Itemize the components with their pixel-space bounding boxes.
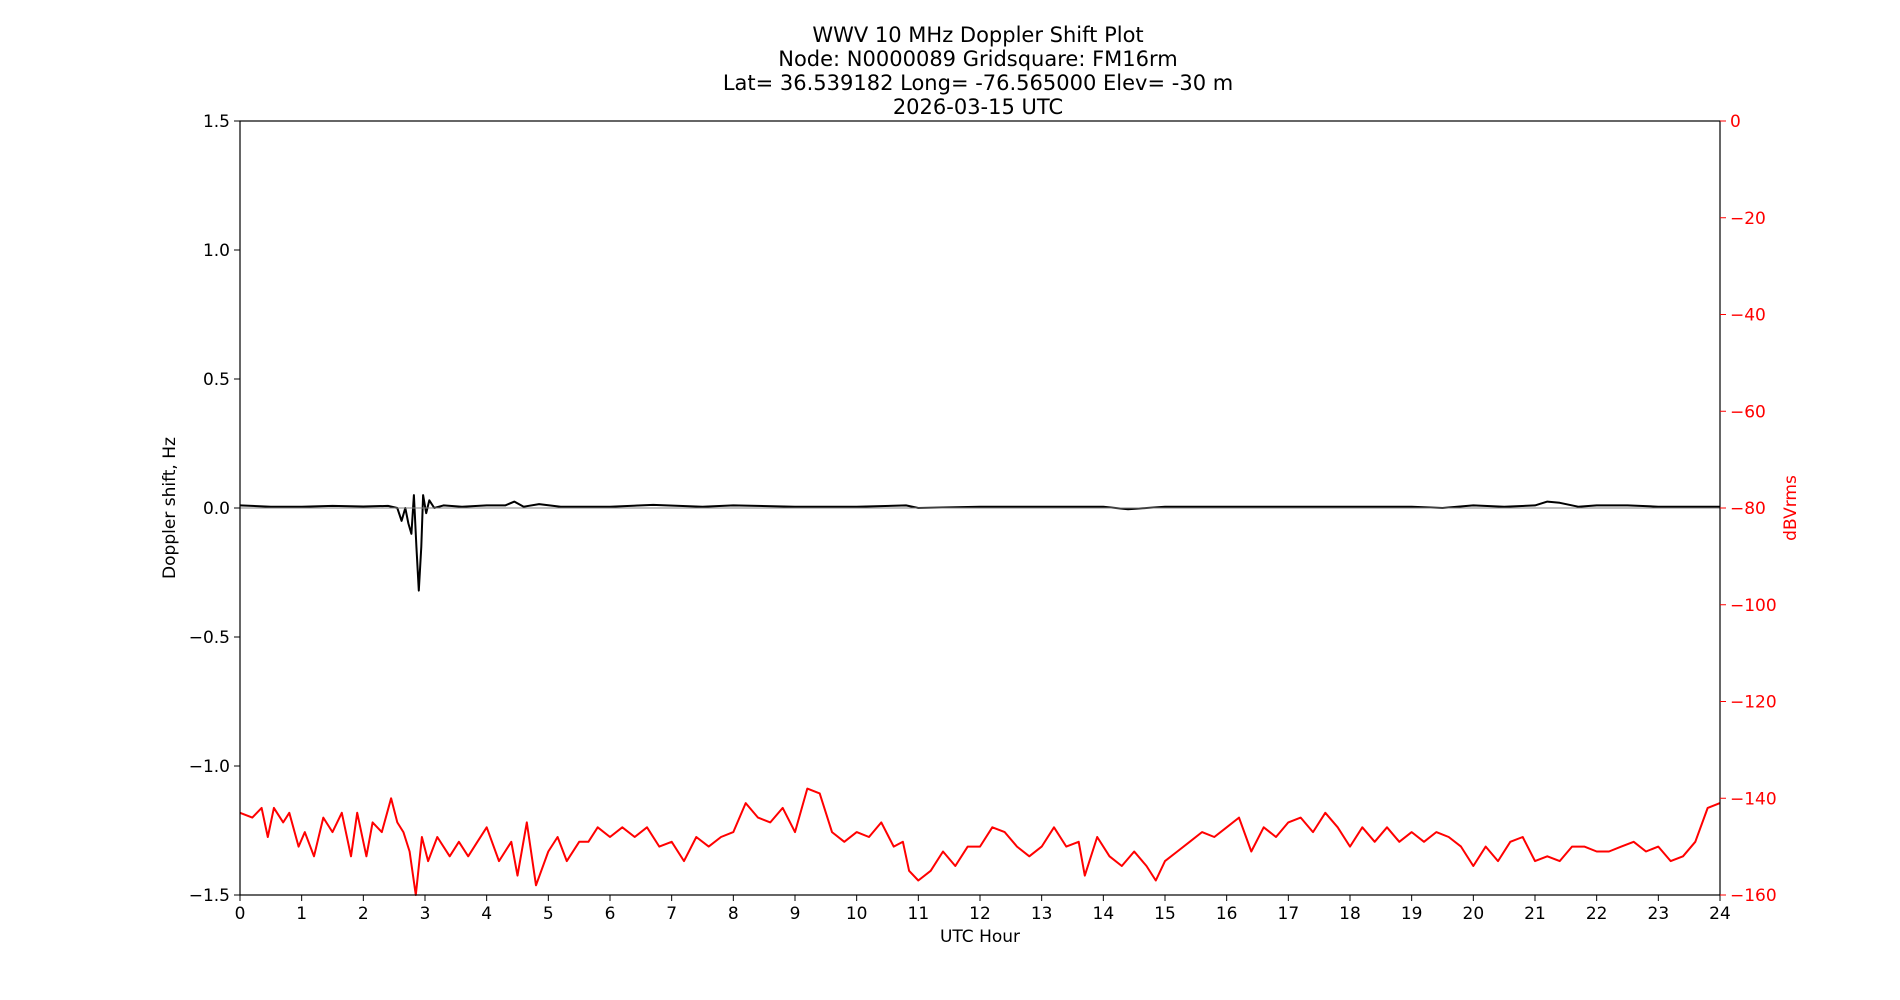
- x-tick-label: 2: [358, 904, 369, 924]
- x-tick-label: 15: [1154, 904, 1176, 924]
- signal-level-line: [239, 787, 1721, 896]
- x-tick-label: 4: [481, 904, 492, 924]
- right-y-tick-label: −20: [1730, 209, 1766, 229]
- x-tick-label: 14: [1093, 904, 1115, 924]
- chart-title-line-1: WWV 10 MHz Doppler Shift Plot: [812, 23, 1143, 47]
- right-y-tick-label: −120: [1730, 693, 1777, 713]
- x-tick-label: 20: [1463, 904, 1485, 924]
- x-axis-ticks: 0 1 2 3 4 5 6 7 8 9 10 11 12 13 14 15 16 17 18 19 20 21 22 23 24: [235, 895, 1731, 924]
- y-tick-label: −1.5: [189, 886, 230, 906]
- x-tick-label: 8: [728, 904, 739, 924]
- x-tick-label: 6: [605, 904, 616, 924]
- x-tick-label: 12: [969, 904, 991, 924]
- doppler-shift-line: [239, 494, 1720, 592]
- x-axis-label: UTC Hour: [940, 927, 1020, 947]
- left-y-axis-label: Doppler shift, Hz: [160, 437, 180, 579]
- x-tick-label: 10: [846, 904, 868, 924]
- x-tick-label: 7: [666, 904, 677, 924]
- y-tick-label: −1.0: [189, 757, 230, 777]
- x-tick-label: 5: [543, 904, 554, 924]
- y-tick-label: 0.5: [203, 370, 230, 390]
- x-tick-label: 0: [235, 904, 246, 924]
- x-tick-label: 19: [1401, 904, 1423, 924]
- x-tick-label: 23: [1648, 904, 1670, 924]
- x-tick-label: 17: [1278, 904, 1300, 924]
- right-y-tick-label: −100: [1730, 596, 1777, 616]
- series-layer: [239, 494, 1721, 896]
- x-tick-label: 18: [1339, 904, 1361, 924]
- right-y-axis-ticks: 0 −20 −40 −60 −80 −100 −120 −140 −160: [1720, 112, 1777, 906]
- chart-title-line-2: Node: N0000089 Gridsquare: FM16rm: [778, 47, 1177, 71]
- y-tick-label: 1.0: [203, 241, 230, 261]
- x-tick-label: 22: [1586, 904, 1608, 924]
- right-y-tick-label: 0: [1730, 112, 1741, 132]
- x-tick-label: 21: [1524, 904, 1546, 924]
- y-tick-label: 1.5: [203, 112, 230, 132]
- x-tick-label: 1: [296, 904, 307, 924]
- right-y-tick-label: −80: [1730, 499, 1766, 519]
- right-y-tick-label: −60: [1730, 402, 1766, 422]
- x-tick-label: 11: [908, 904, 930, 924]
- y-tick-label: 0.0: [203, 499, 230, 519]
- right-y-tick-label: −160: [1730, 886, 1777, 906]
- x-tick-label: 24: [1709, 904, 1731, 924]
- right-y-axis-label: dBVrms: [1781, 475, 1801, 541]
- chart-title-line-3: Lat= 36.539182 Long= -76.565000 Elev= -3…: [723, 71, 1233, 95]
- x-tick-label: 9: [790, 904, 801, 924]
- x-tick-label: 3: [420, 904, 431, 924]
- right-y-tick-label: −40: [1730, 306, 1766, 326]
- x-tick-label: 13: [1031, 904, 1053, 924]
- right-y-tick-label: −140: [1730, 789, 1777, 809]
- left-y-axis-ticks: 1.5 1.0 0.5 0.0 −0.5 −1.0 −1.5: [189, 112, 240, 906]
- chart-title-line-4: 2026-03-15 UTC: [893, 95, 1063, 119]
- x-tick-label: 16: [1216, 904, 1238, 924]
- y-tick-label: −0.5: [189, 628, 230, 648]
